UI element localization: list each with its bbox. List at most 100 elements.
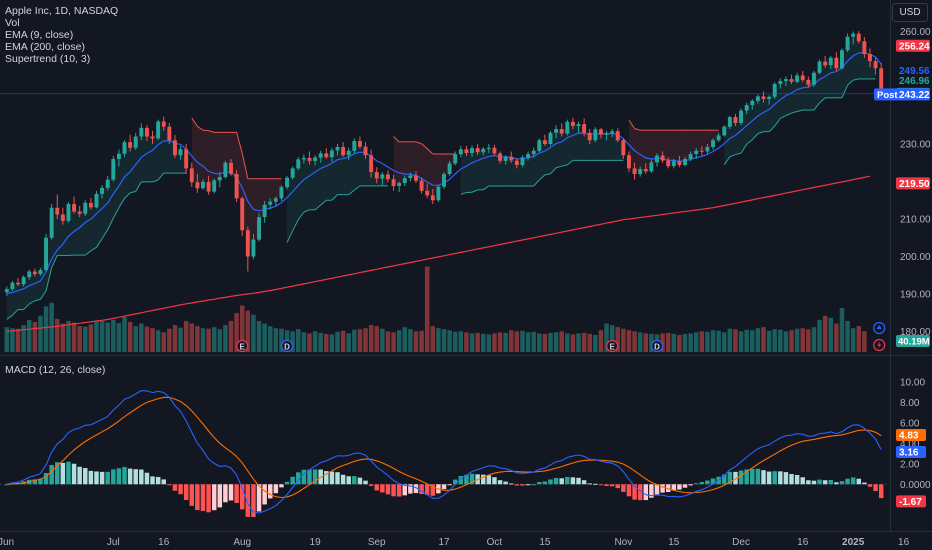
macd-histogram-bar (94, 471, 99, 485)
candle-body (795, 75, 800, 82)
candle-body (341, 147, 346, 156)
volume-bar (822, 315, 828, 352)
candle-body (369, 155, 374, 173)
supertrend-fill (634, 128, 641, 172)
candle-body (514, 160, 519, 165)
macd-histogram-bar (688, 484, 693, 486)
macd-histogram-bar (335, 472, 340, 485)
candle-body (116, 153, 121, 159)
volume-bar (542, 333, 548, 352)
volume-bar (447, 330, 452, 352)
candle-body (195, 182, 200, 189)
volume-bar (245, 310, 251, 352)
volume-bar (722, 332, 727, 352)
candle-body (817, 61, 822, 73)
volume-bar (424, 266, 430, 352)
candle-body (559, 129, 564, 134)
volume-bar (800, 328, 805, 352)
macd-histogram-bar (604, 484, 609, 486)
volume-bar (55, 318, 60, 352)
macd-histogram-bar (458, 476, 464, 485)
currency-button[interactable]: USD (892, 3, 928, 22)
candle-body (374, 172, 379, 179)
ema200-line (6, 175, 871, 333)
candle-body (778, 81, 783, 84)
volume-bar (576, 333, 581, 352)
candle-body (245, 230, 250, 257)
volume-bar (794, 328, 800, 352)
candle-body (481, 148, 486, 153)
supertrend-fill (483, 148, 489, 190)
macd-histogram-bar (733, 471, 738, 485)
price-axis-tick: 210.00 (900, 215, 931, 226)
macd-histogram-bar (380, 484, 385, 493)
volume-bar (693, 332, 699, 352)
supertrend-line (751, 133, 759, 141)
candle-body (587, 132, 592, 141)
supertrend-fill (830, 61, 837, 98)
macd-histogram-bar (38, 478, 43, 485)
macd-histogram-bar (856, 478, 862, 485)
post-tag: Post (877, 90, 898, 101)
macd-histogram-bar (722, 474, 727, 485)
volume-bar (604, 323, 609, 352)
volume-bar (744, 329, 749, 352)
macd-histogram-bar (262, 484, 267, 505)
candle-body (856, 33, 861, 42)
macd-histogram-bar (469, 473, 475, 485)
macd-histogram-bar (834, 482, 839, 485)
candle-body (324, 153, 329, 158)
supertrend-fill (169, 133, 175, 174)
candle-body (750, 100, 755, 105)
candle-body (509, 156, 514, 161)
candle-body (761, 96, 766, 99)
volume-bar (251, 314, 256, 352)
macd-histogram-bar (654, 484, 660, 495)
candle-body (739, 110, 744, 123)
volume-bar (329, 334, 335, 352)
macd-histogram-bar (368, 484, 374, 486)
supertrend-line (561, 164, 568, 167)
volume-bar (677, 334, 682, 352)
macd-histogram-bar (862, 482, 867, 485)
supertrend-fill (29, 272, 35, 304)
supertrend-fill (427, 148, 433, 198)
candle-body (279, 187, 284, 199)
supertrend-line (12, 309, 19, 316)
candle-body (436, 186, 441, 201)
supertrend-fill (662, 130, 669, 164)
supertrend-fill (415, 141, 422, 186)
ema9-legend: EMA (9, close) (5, 29, 74, 41)
price-label-bg (896, 64, 930, 77)
macd-axis-tick: 6.00 (900, 419, 920, 430)
macd-histogram-bar (761, 470, 766, 485)
volume-bar (548, 332, 553, 352)
volume-bar (486, 334, 492, 352)
macd-histogram-bar (60, 462, 66, 485)
candle-body (329, 150, 334, 158)
macd-histogram-bar (514, 484, 520, 486)
supertrend-line (202, 129, 209, 132)
time-axis-tick: Oct (487, 537, 503, 548)
volume-bar (71, 322, 77, 352)
supertrend-fill (572, 123, 579, 161)
volume-bar (789, 330, 794, 352)
time-axis-tick: 16 (158, 537, 170, 548)
volume-bar (570, 334, 576, 352)
candle-body (570, 121, 575, 126)
volume-bar (621, 328, 626, 352)
candle-body (643, 169, 648, 172)
candle-body (576, 124, 581, 126)
supertrend-fill (668, 130, 674, 164)
candle-body (184, 149, 189, 169)
supertrend-fill (477, 150, 484, 190)
macd-histogram-bar (32, 479, 38, 485)
candle-body (346, 150, 351, 156)
candle-body (694, 150, 699, 155)
candle-body (251, 239, 256, 257)
volume-bar (593, 334, 598, 352)
supertrend-fill (404, 141, 411, 181)
supertrend-fill (757, 97, 764, 134)
macd-axis-tick: 0.0000 (900, 480, 931, 491)
